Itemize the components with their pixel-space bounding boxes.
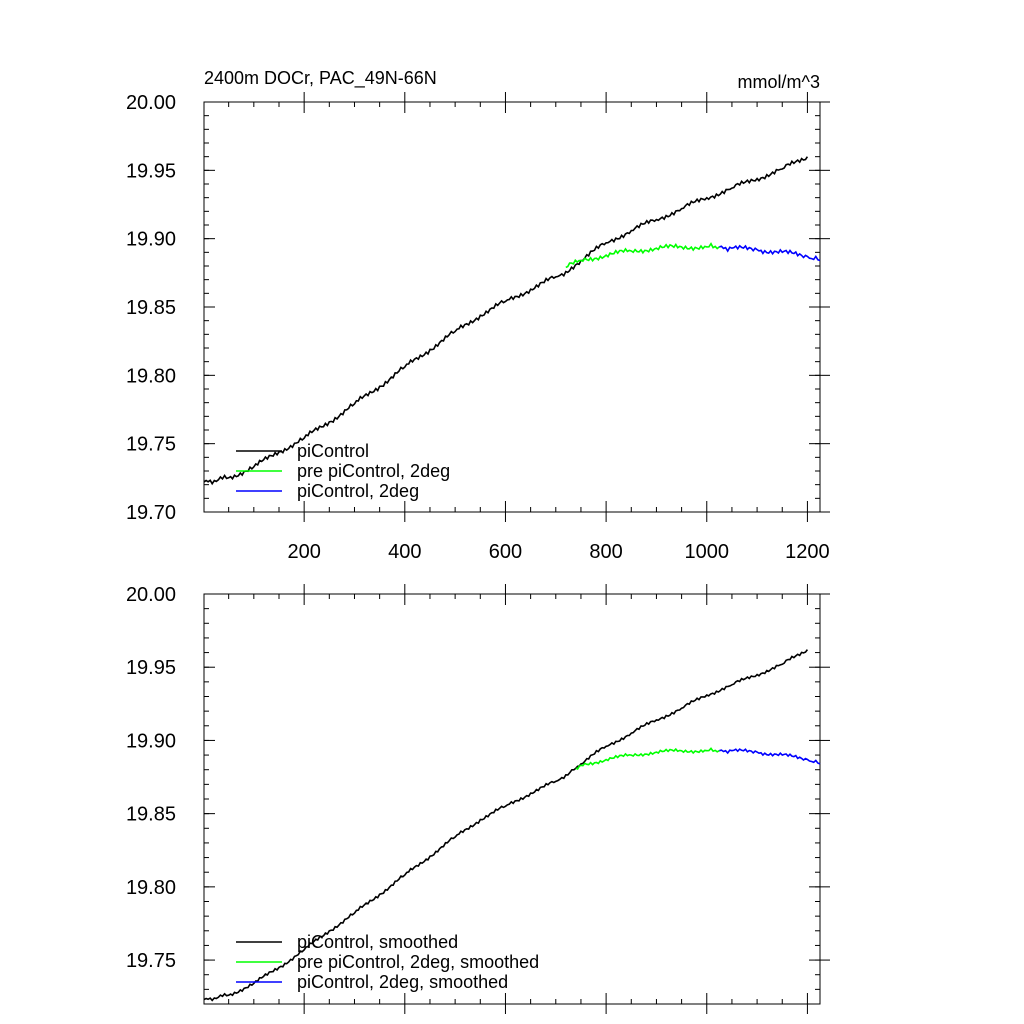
y-tick-label: 20.00 [126,584,176,606]
y-tick-label: 19.90 [126,730,176,752]
y-tick-label: 19.95 [126,160,176,182]
x-tick-label: 1200 [785,541,830,563]
y-tick-label: 20.00 [126,92,176,114]
series-line-pre-picontrol-2deg-smoothed [575,747,720,771]
legend-label: piControl [297,441,369,461]
series-line-picontrol [203,156,809,486]
x-tick-label: 800 [589,541,622,563]
legend-label: piControl, smoothed [297,932,458,952]
x-tick-label: 200 [287,541,320,563]
legend-label: pre piControl, 2deg, smoothed [297,952,539,972]
y-tick-label: 19.70 [126,502,176,524]
y-tick-label: 19.75 [126,434,176,456]
bottom-panel: 19.75 19.80 19.85 19.90 19.95 20.00 piControl,… [126,584,830,1014]
series-line-pre-picontrol-2deg [565,242,720,269]
series-line-picontrol-smoothed [203,649,809,1002]
x-tick-label: 1000 [685,541,730,563]
x-tick-label: 600 [489,541,522,563]
legend-label: piControl, 2deg [297,481,419,501]
y-tick-label: 19.95 [126,657,176,679]
series-line-picontrol-2deg [719,244,821,262]
top-panel: 200 400 600 800 1000 1200 19.70 19.75 19.80 19.85… [126,68,830,563]
y-tick-label: 19.85 [126,297,176,319]
legend-label: pre piControl, 2deg [297,461,450,481]
x-tick-label: 400 [388,541,421,563]
series-line-picontrol-2deg-smoothed [719,748,821,765]
y-tick-label: 19.90 [126,229,176,251]
y-tick-label: 19.80 [126,365,176,387]
y-tick-label: 19.80 [126,877,176,899]
y-tick-label: 19.75 [126,950,176,972]
chart-title: 2400m DOCr, PAC_49N-66N [204,68,437,89]
y-tick-label: 19.85 [126,804,176,826]
units-label: mmol/m^3 [738,72,820,92]
legend-label: piControl, 2deg, smoothed [297,972,508,992]
